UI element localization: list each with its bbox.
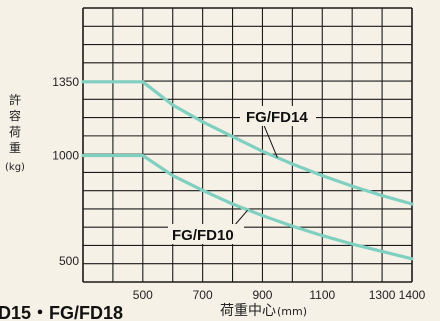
x-axis-unit: (mm) (277, 305, 307, 318)
y-axis-title-char: 容 (9, 108, 21, 123)
x-axis-title-text: 荷重中心 (220, 303, 276, 319)
y-tick-label: 1350 (52, 75, 79, 89)
grid-layer (82, 7, 413, 283)
x-tick-label: 1100 (309, 288, 335, 302)
label-leader-line (262, 122, 278, 158)
x-axis-title: 荷重中心 (mm) (220, 303, 307, 319)
y-axis-unit: (kg) (5, 162, 25, 173)
label-background (240, 106, 316, 126)
y-tick-label: 1000 (52, 149, 79, 163)
y-tick-label: 500 (59, 254, 79, 268)
x-tick-label: 900 (252, 288, 272, 302)
series-label-fg-fd10: FG/FD10 (172, 227, 234, 244)
y-axis-title: 許 容 荷 重 (kg) (5, 93, 25, 173)
y-axis-title-char: 重 (9, 141, 21, 155)
x-tick-label: 1400 (399, 288, 426, 302)
series-line (81, 80, 414, 206)
label-layer: FG/FD14 FG/FD10 (168, 106, 316, 244)
y-axis-title-char: 荷 (9, 125, 21, 139)
series-layer (81, 80, 414, 261)
x-tick-label: 1300 (369, 288, 396, 302)
footer-model-text: D15・FG/FD18 (0, 303, 123, 321)
x-tick-label: 500 (133, 288, 153, 302)
label-background (168, 224, 244, 244)
series-line (81, 153, 414, 261)
x-tick-label: 700 (193, 288, 213, 302)
label-leader-line (233, 210, 248, 227)
y-axis-title-char: 許 (9, 93, 21, 107)
series-label-fg-fd14: FG/FD14 (246, 109, 308, 126)
tick-layer: 500 700 900 1100 1300 1400 1350 1000 500 (52, 75, 425, 302)
